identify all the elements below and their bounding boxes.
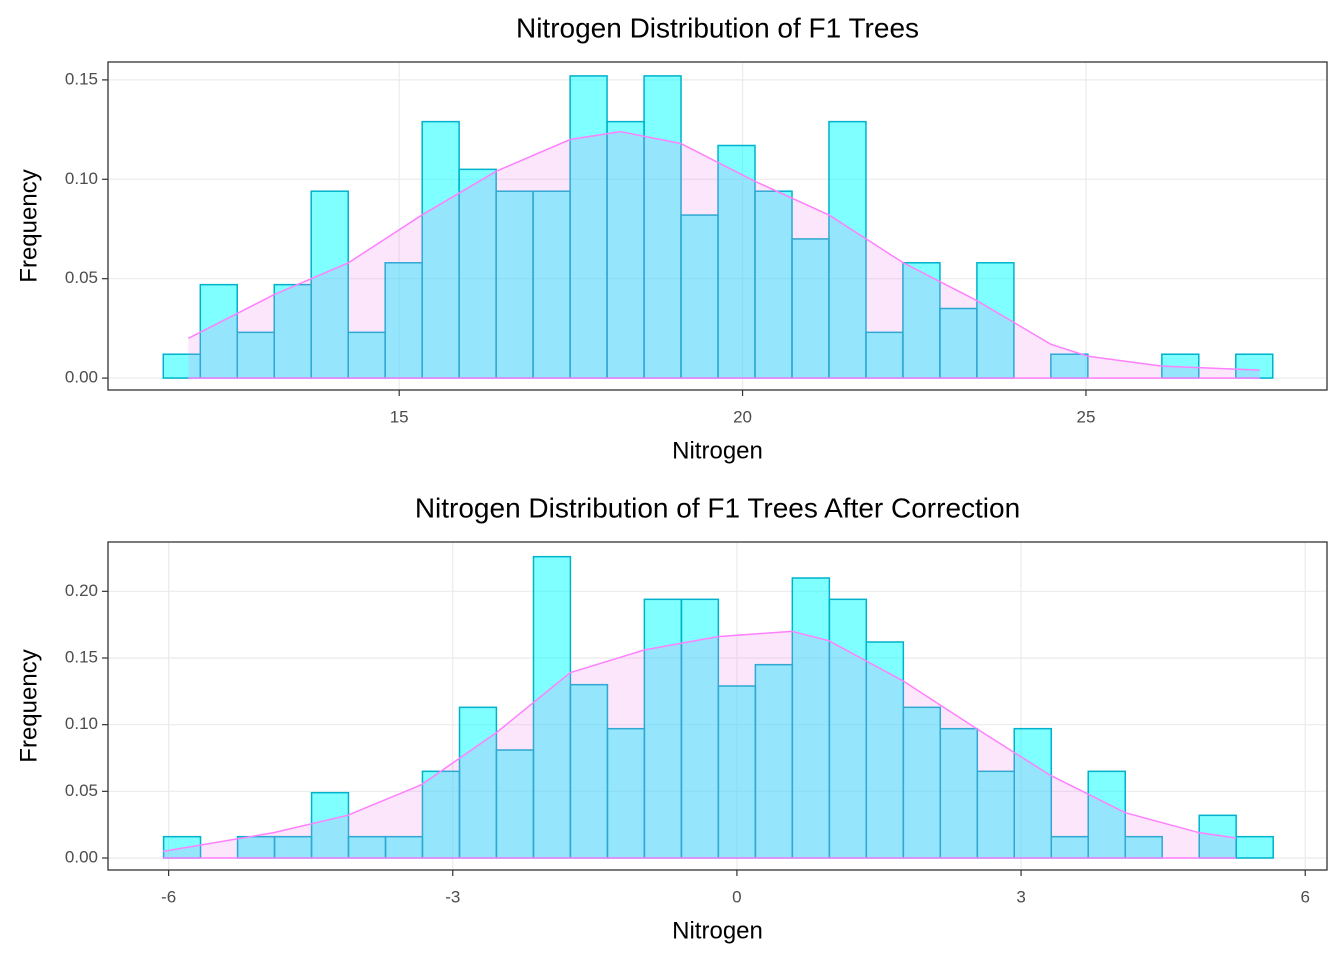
x-tick-label: 0 bbox=[732, 887, 741, 906]
y-tick-label: 0.20 bbox=[65, 581, 98, 600]
bar bbox=[754, 663, 794, 859]
bar bbox=[1087, 770, 1127, 859]
chart-title: Nitrogen Distribution of F1 Trees After … bbox=[415, 492, 1020, 523]
bar bbox=[273, 283, 312, 379]
bar bbox=[939, 307, 978, 379]
x-tick-label: -6 bbox=[161, 887, 176, 906]
x-tick-label: -3 bbox=[445, 887, 460, 906]
x-axis-title: Nitrogen bbox=[672, 917, 763, 944]
bar bbox=[828, 598, 868, 859]
density-area bbox=[162, 631, 1237, 858]
y-tick-label: 0.05 bbox=[65, 268, 98, 287]
bar bbox=[791, 238, 830, 379]
bar bbox=[495, 190, 534, 379]
bar bbox=[495, 749, 535, 859]
y-axis-title: Frequency bbox=[15, 169, 42, 282]
chart-title: Nitrogen Distribution of F1 Trees bbox=[516, 12, 919, 43]
bar bbox=[717, 144, 756, 379]
x-axis-title: Nitrogen bbox=[672, 437, 763, 464]
x-tick-label: 25 bbox=[1076, 407, 1095, 426]
y-tick-label: 0.10 bbox=[65, 714, 98, 733]
y-tick-label: 0.10 bbox=[65, 169, 98, 188]
density-line bbox=[162, 630, 1237, 853]
bar bbox=[199, 283, 238, 379]
bar bbox=[865, 331, 904, 379]
bar bbox=[458, 706, 498, 859]
bar bbox=[569, 75, 608, 379]
x-tick-label: 6 bbox=[1300, 887, 1309, 906]
bar bbox=[680, 598, 720, 859]
density-area bbox=[188, 131, 1260, 379]
bar bbox=[310, 190, 349, 379]
y-tick-label: 0.15 bbox=[65, 647, 98, 666]
bar bbox=[976, 262, 1015, 379]
y-tick-label: 0.00 bbox=[65, 847, 98, 866]
panel-border bbox=[107, 541, 1328, 871]
y-tick-label: 0.05 bbox=[65, 781, 98, 800]
bar bbox=[532, 555, 572, 859]
bar bbox=[643, 598, 683, 859]
bar bbox=[310, 791, 350, 859]
density-line bbox=[188, 130, 1260, 371]
panel-border bbox=[107, 61, 1328, 391]
bar bbox=[939, 727, 979, 859]
bar bbox=[1235, 835, 1274, 859]
bar bbox=[458, 168, 497, 379]
x-tick-label: 15 bbox=[390, 407, 409, 426]
y-tick-label: 0.15 bbox=[65, 69, 98, 88]
bar bbox=[754, 190, 793, 379]
bar bbox=[421, 120, 460, 379]
x-tick-label: 20 bbox=[733, 407, 752, 426]
x-tick-label: 3 bbox=[1016, 887, 1025, 906]
y-tick-label: 0.00 bbox=[65, 368, 98, 387]
bar bbox=[791, 577, 831, 859]
y-axis-title: Frequency bbox=[15, 649, 42, 762]
bar bbox=[384, 262, 423, 379]
bar bbox=[717, 685, 757, 859]
bar bbox=[1013, 727, 1053, 859]
